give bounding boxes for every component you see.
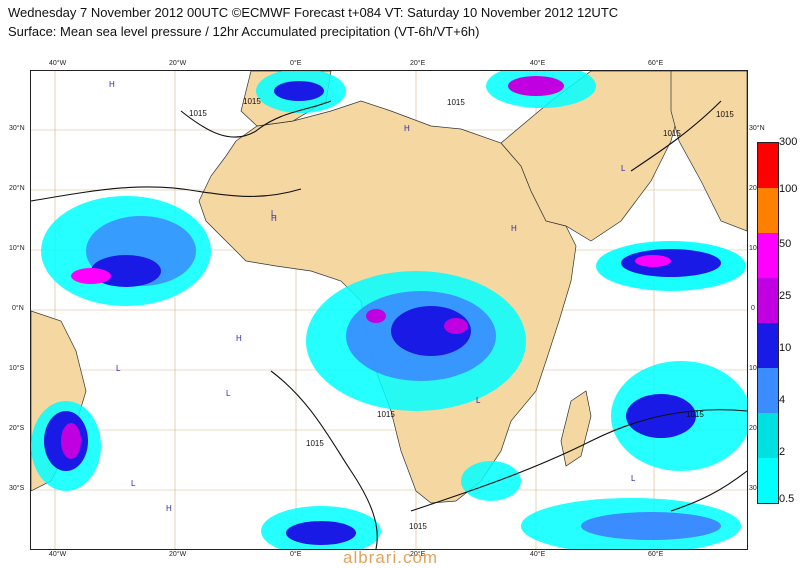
isobar-label: 1015 xyxy=(377,410,395,419)
isobar-label: 1015 xyxy=(243,97,261,106)
top-lon-tick: 60°E xyxy=(648,60,664,67)
bottom-lon-tick: 40°E xyxy=(530,551,546,558)
low-pressure-marker: L xyxy=(131,479,136,488)
legend-label: 300 xyxy=(779,136,798,148)
legend-label: 50 xyxy=(779,238,792,250)
top-lon-tick: 20°E xyxy=(410,60,426,67)
right-lat-tick: 30°N xyxy=(749,125,765,132)
right-lat-tick: 30 xyxy=(749,485,757,492)
madagascar-landmass xyxy=(560,390,592,467)
high-pressure-marker: H xyxy=(511,224,517,233)
asia-landmass xyxy=(670,71,747,232)
legend-swatch-10 xyxy=(758,323,778,368)
left-lat-tick: 20°S xyxy=(9,425,25,432)
top-lon-tick: 40°E xyxy=(530,60,546,67)
high-pressure-marker: H xyxy=(166,504,172,513)
low-pressure-marker: L xyxy=(271,209,276,218)
isobar-label: 1015 xyxy=(663,129,681,138)
isobar-labels: 1015 1015 1015 1015 1015 1015 1015 1015 … xyxy=(189,97,734,531)
left-lat-tick: 10°N xyxy=(9,245,25,252)
isobar-label: 1015 xyxy=(686,410,704,419)
bottom-lon-tick: 20°E xyxy=(410,551,426,558)
right-lat-tick: 20 xyxy=(749,185,757,192)
right-lat-tick: 10 xyxy=(749,245,757,252)
bottom-lon-tick: 20°W xyxy=(169,551,187,558)
pressure-centers: H H H H H H L L L L L L L xyxy=(109,80,636,513)
isobar-label: 1015 xyxy=(716,110,734,119)
isobar-label: 1015 xyxy=(306,439,324,448)
bottom-lon-tick: 40°W xyxy=(49,551,67,558)
isobar-label: 1015 xyxy=(409,522,427,531)
map-title: Wednesday 7 November 2012 00UTC ©ECMWF F… xyxy=(8,5,619,20)
low-pressure-marker: L xyxy=(621,164,626,173)
forecast-map: 1015 1015 1015 1015 1015 1015 1015 1015 … xyxy=(30,70,748,550)
legend-swatch-100 xyxy=(758,188,778,233)
top-lon-tick: 20°W xyxy=(169,60,187,67)
low-pressure-marker: L xyxy=(476,396,481,405)
legend-swatch-25 xyxy=(758,278,778,323)
legend-label: 10 xyxy=(779,342,792,354)
arabia-landmass xyxy=(500,71,680,242)
legend-swatch-300 xyxy=(758,143,778,188)
bottom-lon-tick: 0°E xyxy=(290,551,302,558)
right-lat-tick: 20 xyxy=(749,425,757,432)
legend-swatch-2 xyxy=(758,413,778,458)
high-pressure-marker: H xyxy=(236,334,242,343)
legend-swatch-4 xyxy=(758,368,778,413)
watermark: albrari.com xyxy=(343,548,439,567)
left-lat-tick: 30°S xyxy=(9,485,25,492)
high-pressure-marker: H xyxy=(404,124,410,133)
legend-label: 25 xyxy=(779,290,792,302)
precipitation-layer xyxy=(31,71,747,549)
low-pressure-marker: L xyxy=(631,474,636,483)
legend-swatch-50 xyxy=(758,233,778,278)
high-pressure-marker: H xyxy=(271,214,277,223)
top-lon-tick: 0°E xyxy=(290,60,302,67)
legend-label: 2 xyxy=(779,446,786,458)
low-pressure-marker: L xyxy=(116,364,121,373)
isobar-label: 1015 xyxy=(189,109,207,118)
right-lat-tick: 10 xyxy=(749,365,757,372)
precipitation-legend xyxy=(757,142,779,504)
bottom-lon-tick: 60°E xyxy=(648,551,664,558)
high-pressure-marker: H xyxy=(109,80,115,89)
isobars xyxy=(31,100,747,549)
right-lat-tick: 0 xyxy=(751,305,755,312)
legend-label: 100 xyxy=(779,183,798,195)
left-lat-tick: 10°S xyxy=(9,365,25,372)
legend-label: 0.5 xyxy=(779,493,795,505)
left-lat-tick: 0°N xyxy=(12,305,24,312)
isobar-label: 1015 xyxy=(447,98,465,107)
low-pressure-marker: L xyxy=(226,389,231,398)
left-lat-tick: 20°N xyxy=(9,185,25,192)
map-subtitle: Surface: Mean sea level pressure / 12hr … xyxy=(8,24,480,39)
legend-label: 4 xyxy=(779,394,786,406)
legend-swatch-0-5 xyxy=(758,458,778,503)
left-lat-tick: 30°N xyxy=(9,125,25,132)
map-canvas: 1015 1015 1015 1015 1015 1015 1015 1015 … xyxy=(31,71,747,549)
top-lon-tick: 40°W xyxy=(49,60,67,67)
